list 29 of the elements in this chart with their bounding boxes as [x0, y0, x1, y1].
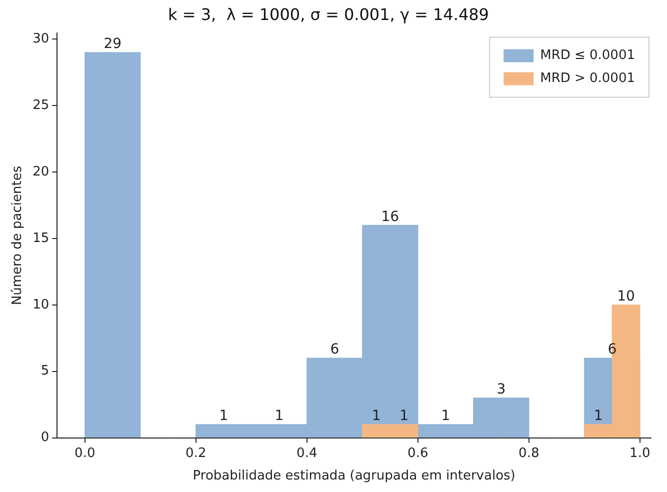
data-label: 16: [381, 208, 400, 225]
data-label: 29: [104, 36, 122, 52]
y-axis-title: Número de pacientes: [10, 166, 26, 306]
y-tick-label: 5: [40, 364, 50, 379]
data-label: 10: [617, 288, 635, 305]
y-tick-label: 0: [40, 430, 50, 446]
x-tick-label: 0.0: [74, 446, 96, 461]
y-tick-label: 30: [32, 32, 50, 47]
y-tick-label: 15: [32, 230, 50, 246]
data-label: 1: [372, 408, 381, 424]
x-tick-label: 0.2: [186, 446, 206, 461]
y-tick-label: 10: [32, 297, 50, 312]
chart-title: k = 3, λ = 1000, σ = 0.001, γ = 14.489: [168, 4, 489, 24]
x-tick-label: 0.6: [408, 446, 428, 461]
data-label: 1: [400, 408, 408, 424]
data-label: 1: [274, 408, 284, 424]
y-tick-label: 25: [32, 98, 50, 113]
legend-label: MRD ≤ 0.0001: [540, 48, 635, 64]
x-axis-title: Probabilidade estimada (agrupada em intervalos): [192, 468, 516, 484]
data-label: 1: [219, 408, 228, 424]
data-label: 6: [330, 342, 340, 358]
data-label: 3: [496, 382, 506, 398]
x-tick-label: 0.8: [518, 446, 540, 461]
x-tick-label: 1.0: [630, 446, 650, 461]
y-tick-label: 20: [32, 164, 50, 180]
x-tick-label: 0.4: [296, 446, 318, 461]
data-label: 1: [594, 408, 603, 424]
data-label: 1: [441, 408, 450, 424]
legend-label: MRD > 0.0001: [540, 71, 635, 86]
